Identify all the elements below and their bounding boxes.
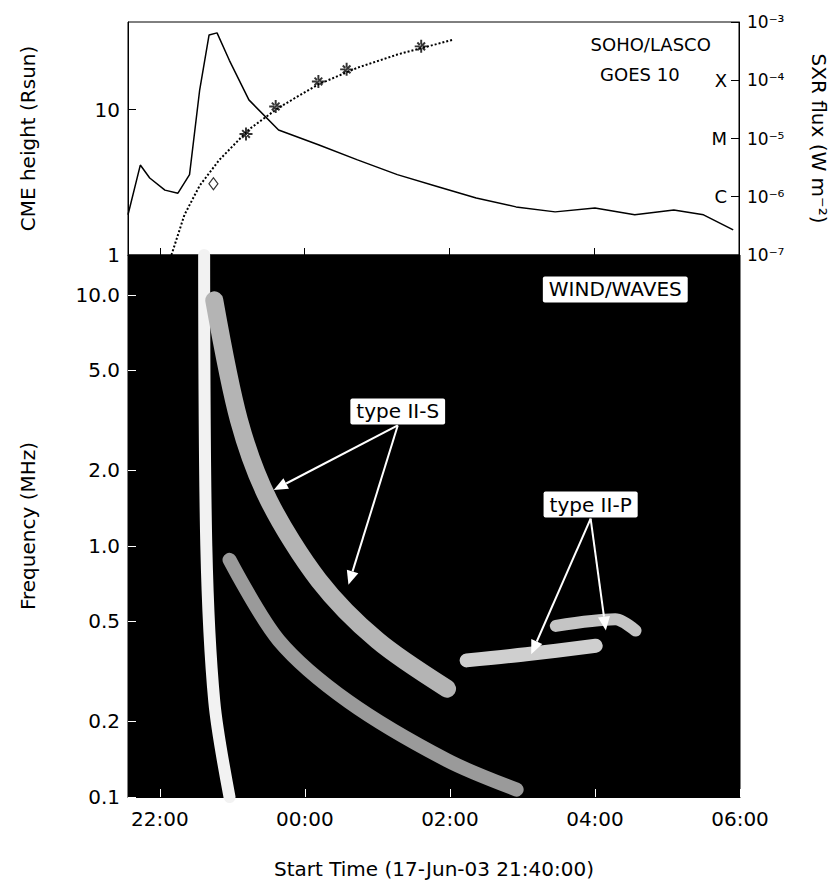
svg-text:5.0: 5.0 <box>88 358 120 382</box>
svg-text:Start Time (17-Jun-03 21:40:00: Start Time (17-Jun-03 21:40:00) <box>274 857 594 881</box>
svg-text:0.5: 0.5 <box>88 609 120 633</box>
svg-text:Frequency (MHz): Frequency (MHz) <box>16 442 40 610</box>
svg-text:02:00: 02:00 <box>421 807 479 831</box>
svg-text:1.0: 1.0 <box>88 534 120 558</box>
svg-text:22:00: 22:00 <box>131 807 189 831</box>
svg-text:06:00: 06:00 <box>711 807 769 831</box>
svg-text:10: 10 <box>95 98 120 122</box>
svg-text:type II-S: type II-S <box>356 399 439 423</box>
svg-text:10⁻⁵: 10⁻⁵ <box>747 129 784 149</box>
svg-text:10⁻⁷: 10⁻⁷ <box>747 245 785 265</box>
svg-text:0.2: 0.2 <box>88 709 120 733</box>
svg-text:C: C <box>714 186 727 207</box>
svg-text:X: X <box>715 70 727 91</box>
svg-text:1: 1 <box>107 243 120 267</box>
svg-text:SXR flux (W m⁻²): SXR flux (W m⁻²) <box>807 54 831 224</box>
svg-text:10⁻⁴: 10⁻⁴ <box>747 70 785 90</box>
svg-text:type II-P: type II-P <box>550 493 632 517</box>
svg-text:10⁻³: 10⁻³ <box>747 12 784 32</box>
svg-text:2.0: 2.0 <box>88 458 120 482</box>
svg-text:CME height (Rsun): CME height (Rsun) <box>16 46 40 232</box>
svg-text:10.0: 10.0 <box>75 283 120 307</box>
svg-text:SOHO/LASCO: SOHO/LASCO <box>591 34 711 55</box>
svg-text:0.1: 0.1 <box>88 785 120 809</box>
svg-text:10⁻⁶: 10⁻⁶ <box>747 187 785 207</box>
svg-text:GOES 10: GOES 10 <box>600 64 680 85</box>
svg-text:00:00: 00:00 <box>276 807 334 831</box>
svg-text:04:00: 04:00 <box>566 807 624 831</box>
svg-text:WIND/WAVES: WIND/WAVES <box>549 277 682 301</box>
svg-text:M: M <box>711 128 727 149</box>
